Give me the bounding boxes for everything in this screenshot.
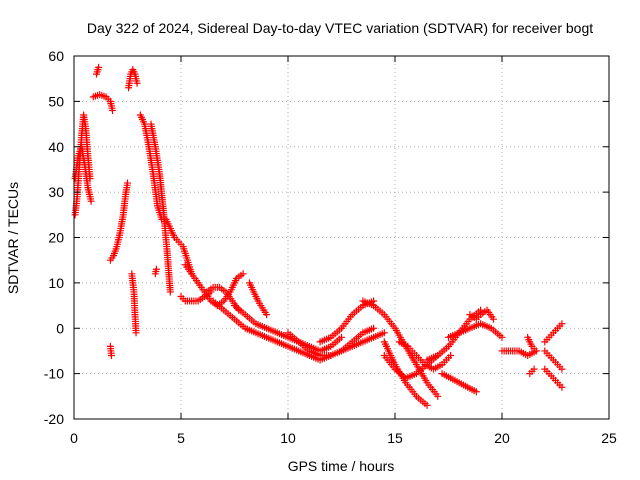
- series-arc-27: [438, 370, 480, 396]
- series-arc-28: [466, 306, 497, 323]
- series-arc-10: [147, 120, 174, 296]
- series-arc-31: [526, 365, 538, 378]
- series-arc-30: [524, 333, 540, 355]
- series-arc-8: [128, 270, 140, 337]
- data-point: [124, 179, 131, 187]
- data-point: [530, 365, 538, 373]
- series-arc-34: [541, 347, 566, 373]
- data-point: [558, 365, 566, 373]
- data-point: [370, 324, 378, 332]
- data-point: [423, 401, 431, 409]
- x-axis-label: GPS time / hours: [288, 458, 395, 474]
- series-arc-12: [177, 288, 215, 305]
- data-point: [498, 333, 506, 341]
- grid: [74, 56, 609, 419]
- data-point: [132, 329, 140, 337]
- data-point: [558, 320, 566, 328]
- data-point: [109, 106, 117, 114]
- series-arc-24: [395, 338, 455, 373]
- series-arc-25: [423, 306, 485, 364]
- chart-title: Day 322 of 2024, Sidereal Day-to-day VTE…: [87, 20, 593, 36]
- y-tick-label: 50: [48, 93, 64, 109]
- data-point: [152, 265, 160, 273]
- data-point: [532, 347, 540, 355]
- y-tick-label: 10: [48, 275, 64, 291]
- y-tick-label: 30: [48, 184, 64, 200]
- series-arc-32: [541, 365, 566, 391]
- series-arc-6: [106, 179, 131, 264]
- axis-ticks: 0 5 10 15 20 25 -20 -10 0 10 20 30 40 50 60: [44, 48, 617, 446]
- data-point: [338, 333, 345, 341]
- series-arc-20: [338, 329, 388, 355]
- x-tick-label: 15: [387, 430, 403, 446]
- data-point: [263, 311, 271, 319]
- series-arc-33: [541, 320, 566, 346]
- data-point: [133, 79, 141, 87]
- series-arc-17: [245, 279, 271, 319]
- data-point: [558, 383, 566, 391]
- data-point: [380, 329, 388, 337]
- x-tick-label: 0: [70, 430, 78, 446]
- y-tick-label: -20: [44, 411, 64, 427]
- data-point: [472, 388, 480, 396]
- y-axis-label: SDTVAR / TECUs: [5, 182, 21, 294]
- series-arc-9: [136, 111, 196, 278]
- data-points: [71, 63, 566, 409]
- series-arc-7: [125, 66, 141, 92]
- x-tick-label: 25: [601, 430, 617, 446]
- data-point: [239, 270, 247, 278]
- x-tick-label: 20: [494, 430, 510, 446]
- series-arc-4: [89, 91, 117, 114]
- y-tick-label: -10: [44, 366, 64, 382]
- series-arc-2: [71, 143, 95, 205]
- y-tick-label: 60: [48, 48, 64, 64]
- x-tick-label: 5: [177, 430, 185, 446]
- series-arc-11: [151, 265, 160, 278]
- data-point: [107, 351, 115, 359]
- series-arc-29: [498, 347, 540, 359]
- series-arc-26: [445, 320, 506, 341]
- series-arc-3: [92, 63, 103, 78]
- x-tick-label: 10: [280, 430, 296, 446]
- data-point: [447, 351, 455, 359]
- y-tick-label: 20: [48, 230, 64, 246]
- series-arc-21: [359, 297, 442, 400]
- y-tick-label: 0: [56, 320, 64, 336]
- data-point: [489, 315, 497, 323]
- y-tick-label: 40: [48, 139, 64, 155]
- data-point: [166, 288, 174, 296]
- data-point: [95, 63, 103, 71]
- data-point: [434, 392, 442, 400]
- series-arc-5: [106, 342, 115, 359]
- data-point: [87, 197, 95, 205]
